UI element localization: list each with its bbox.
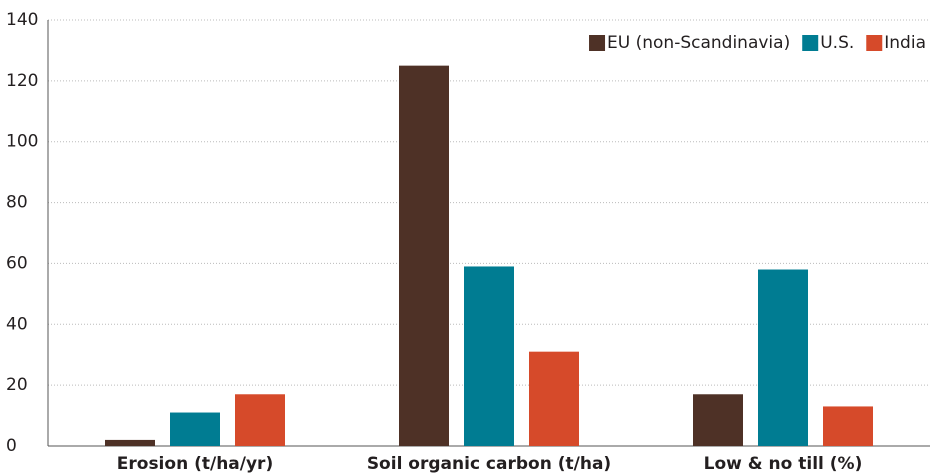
x-tick-label: Low & no till (%): [704, 454, 863, 474]
legend-swatch: [866, 35, 883, 51]
bar: [529, 351, 579, 446]
legend-label: India: [884, 33, 926, 53]
x-tick-label: Soil organic carbon (t/ha): [367, 454, 611, 474]
bar: [758, 269, 808, 446]
bar: [399, 65, 449, 447]
bar: [105, 439, 155, 446]
y-tick-label: 20: [6, 375, 28, 395]
legend-label: EU (non-Scandinavia): [607, 33, 790, 53]
legend-swatch: [802, 35, 819, 51]
y-tick-label: 60: [6, 253, 28, 273]
x-tick-label: Erosion (t/ha/yr): [117, 454, 273, 474]
y-tick-label: 0: [6, 436, 17, 456]
legend-label: U.S.: [820, 33, 854, 53]
y-tick-label: 140: [6, 10, 38, 30]
bar: [823, 406, 873, 446]
bar: [235, 394, 285, 446]
bar: [464, 266, 514, 446]
bar: [693, 394, 743, 446]
legend-swatch: [589, 35, 606, 51]
bar: [170, 412, 220, 446]
y-tick-label: 100: [6, 132, 38, 152]
y-tick-label: 80: [6, 193, 28, 213]
y-tick-label: 40: [6, 314, 28, 334]
y-tick-label: 120: [6, 71, 38, 91]
